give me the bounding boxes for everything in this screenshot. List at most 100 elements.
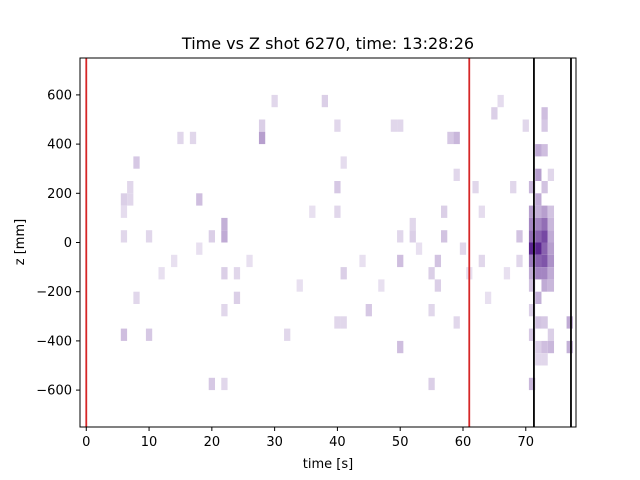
heatmap-cell — [484, 291, 492, 304]
y-tick-label: 200 — [47, 187, 72, 202]
heatmap-cell — [510, 181, 517, 194]
x-tick-label: 70 — [517, 435, 534, 450]
heatmap-cell — [120, 193, 128, 206]
heatmap-cell — [528, 377, 536, 391]
heatmap-cell — [503, 267, 511, 280]
y-tick-label: 400 — [47, 138, 72, 153]
heatmap-cell — [321, 94, 328, 108]
heatmap-cell — [246, 254, 253, 268]
heatmap-cell — [208, 230, 215, 243]
heatmap-cell — [535, 217, 542, 231]
heatmap-cell — [541, 205, 548, 218]
heatmap-cell — [441, 230, 448, 243]
heatmap-cell — [522, 119, 529, 132]
heatmap-cell — [547, 205, 555, 218]
heatmap-cell — [535, 340, 542, 354]
y-tick-label: 0 — [64, 236, 72, 251]
heatmap-cell — [535, 144, 542, 157]
heatmap-cell — [296, 279, 303, 292]
heatmap-cell — [535, 316, 542, 329]
heatmap-cell — [233, 267, 241, 280]
heatmap-cell — [171, 254, 178, 268]
x-axis: 0 10 20 30 40 50 60 70 — [82, 427, 534, 450]
heatmap-cell — [158, 267, 165, 280]
heatmap-cell — [390, 119, 398, 132]
heatmap-cell — [547, 267, 555, 280]
heatmap-cell — [459, 242, 467, 255]
heatmap-cell — [397, 340, 404, 354]
heatmap-cell — [334, 181, 341, 194]
heatmap-cell — [528, 181, 536, 194]
heatmap-cell — [120, 205, 128, 218]
heatmap-cell — [428, 267, 435, 280]
heatmap-cell — [541, 340, 548, 354]
x-tick-label: 10 — [141, 435, 158, 450]
heatmap-cell — [541, 316, 548, 329]
y-tick-label: 600 — [47, 88, 72, 103]
heatmap-cell — [528, 254, 536, 268]
heatmap-cell — [541, 119, 548, 132]
heatmap-cell — [535, 291, 542, 304]
heatmap-cell — [258, 131, 266, 145]
heatmap-cell — [428, 304, 435, 317]
heatmap-cell — [208, 377, 215, 391]
heatmap-cell — [535, 267, 542, 280]
heatmap-cell — [541, 279, 548, 292]
heatmap-cell — [541, 217, 548, 231]
heatmap-cell — [447, 131, 454, 145]
heatmap-cell — [221, 267, 228, 280]
heatmap-cell — [491, 107, 498, 120]
heatmap-cell — [535, 242, 542, 255]
heatmap-cell — [221, 230, 228, 243]
heatmap-cell — [528, 242, 536, 255]
plot-area — [79, 57, 577, 428]
heatmap-cell — [528, 304, 536, 317]
heatmap-cell — [547, 217, 555, 231]
heatmap-cell — [428, 377, 435, 391]
heatmap-cell — [497, 94, 504, 108]
x-tick-label: 0 — [82, 435, 90, 450]
heatmap-cell — [547, 254, 555, 268]
heatmap-cell — [516, 230, 523, 243]
heatmap-cell — [340, 156, 347, 169]
heatmap-cell — [478, 254, 485, 268]
heatmap-cell — [547, 230, 555, 243]
heatmap-cell — [397, 119, 404, 132]
x-tick-label: 20 — [204, 435, 221, 450]
y-tick-label: −400 — [36, 334, 72, 349]
heatmap-cell — [271, 94, 278, 108]
y-tick-label: −200 — [36, 285, 72, 300]
y-tick-label: −600 — [36, 384, 72, 399]
heatmap-cell — [120, 328, 128, 341]
chart-title: Time vs Z shot 6270, time: 13:28:26 — [181, 34, 474, 53]
heatmap-cell — [334, 119, 341, 132]
heatmap-cell — [535, 353, 542, 366]
heatmap-cell — [359, 254, 366, 268]
heatmap-cell — [340, 267, 347, 280]
heatmap-cell — [397, 254, 404, 268]
heatmap-cell — [535, 254, 542, 268]
heatmap-cell — [528, 205, 536, 218]
heatmap-cell — [133, 156, 140, 169]
heatmap-cell — [566, 340, 573, 354]
heatmap-cell — [133, 291, 140, 304]
heatmap-cell — [221, 304, 228, 317]
heatmap-cells — [120, 94, 573, 391]
heatmap-cell — [145, 230, 153, 243]
heatmap-cell — [221, 377, 228, 391]
heatmap-cell — [547, 242, 555, 255]
heatmap-cell — [409, 230, 416, 243]
x-tick-label: 30 — [266, 435, 283, 450]
heatmap-cell — [535, 205, 542, 218]
y-axis-label: z [mm] — [13, 219, 28, 265]
heatmap-cell — [196, 242, 203, 255]
heatmap-cell — [221, 217, 228, 231]
heatmap-cell — [528, 328, 536, 341]
heatmap-cell — [541, 230, 548, 243]
heatmap-cell — [258, 119, 266, 132]
heatmap-cell — [453, 131, 460, 145]
heatmap-cell — [547, 328, 555, 341]
heatmap-cell — [535, 230, 542, 243]
